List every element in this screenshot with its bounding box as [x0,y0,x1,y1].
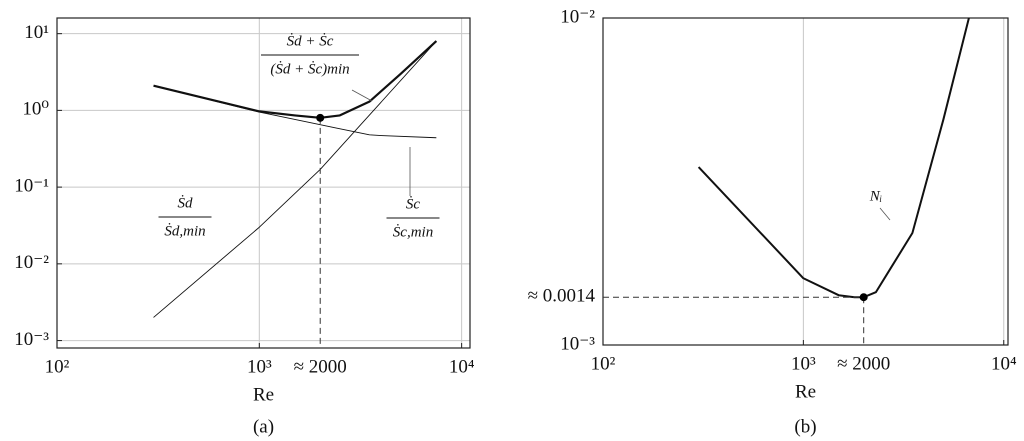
x-axis-label: Re [795,381,816,402]
annotation-numerator: Ṡd [178,194,194,211]
plot-frame [602,17,1009,346]
x-tick-label: 10³ [247,356,272,377]
y-tick-label: 10⁻¹ [14,175,49,196]
y-tick-label: 10⁻² [560,6,595,27]
annotation-numerator: Ṡc [406,195,421,212]
y-tick-label: 10⁻² [14,252,49,273]
caption: (a) [253,416,274,437]
series-line [153,40,438,119]
x-tick-label: 10⁴ [449,356,475,377]
marker-x-label: ≈ 2000 [837,353,890,374]
series-line [153,40,437,318]
marker-x-label: ≈ 2000 [294,356,347,377]
series-line [153,85,437,139]
marker-point [859,293,868,302]
x-tick-label: 10³ [791,353,816,374]
annotation-denominator: (Ṡd + Ṡc)min [270,60,349,77]
marker-point [316,113,325,122]
plot-frame [56,17,471,349]
x-tick-label: 10² [591,353,616,374]
annotation: Nᵢ [869,188,882,204]
x-tick-label: 10⁴ [991,353,1017,374]
annotation-numerator: Ṡd + Ṡc [287,32,334,49]
y-tick-label: 10¹ [24,22,49,43]
x-axis-label: Re [253,384,274,405]
caption: (b) [794,416,816,437]
x-tick-label: 10² [45,356,70,377]
y-tick-label: 10⁻³ [560,333,595,354]
annotation-denominator: Ṡc,min [393,223,433,240]
marker-x-label: ≈ 2000 [294,356,347,377]
y-tick-label: 10⁻³ [14,329,49,350]
marker-x-label: ≈ 2000 [837,353,890,374]
y-tick-label: 10⁰ [22,99,49,120]
marker-y-label: ≈ 0.0014 [528,286,596,307]
annotation-denominator: Ṡd,min [164,222,205,239]
leader-line [351,89,373,102]
series-line [697,18,970,299]
leader-line [879,207,891,221]
